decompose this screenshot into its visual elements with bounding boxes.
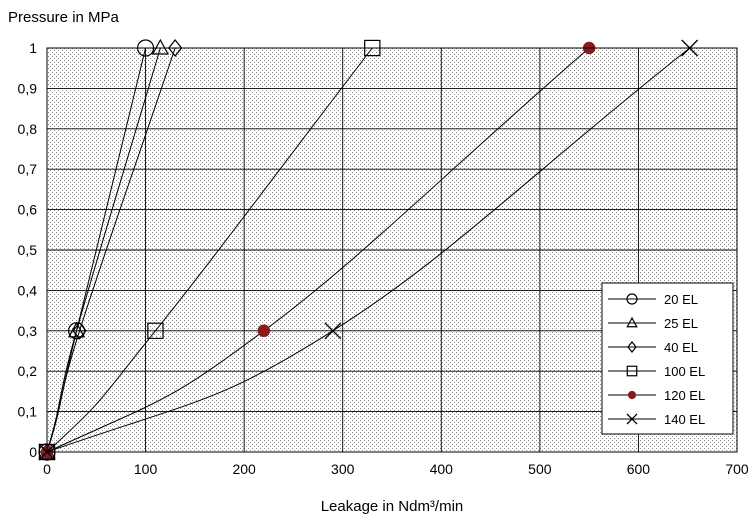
y-tick-label: 0,3 xyxy=(18,323,38,339)
legend-item: 25 EL xyxy=(608,316,698,331)
y-tick-label: 1 xyxy=(29,40,37,56)
legend-label: 40 EL xyxy=(664,340,698,355)
legend-label: 100 EL xyxy=(664,364,705,379)
y-tick-label: 0,4 xyxy=(18,282,38,298)
y-axis-title: Pressure in MPa xyxy=(8,9,120,26)
x-tick-label: 200 xyxy=(232,461,256,477)
legend-marker xyxy=(626,316,638,328)
data-point xyxy=(151,38,169,55)
series-line xyxy=(46,47,161,453)
legend-marker xyxy=(627,341,637,353)
y-tick-label: 0,5 xyxy=(18,242,38,258)
y-tick-label: 0,1 xyxy=(18,404,38,420)
legend-item: 140 EL xyxy=(608,412,705,427)
legend-marker xyxy=(626,413,638,425)
legend-item: 100 EL xyxy=(608,364,705,379)
series-line xyxy=(46,47,176,453)
legend-item: 20 EL xyxy=(608,292,698,307)
data-point xyxy=(257,324,271,338)
x-tick-label: 500 xyxy=(528,461,552,477)
x-axis-title: Leakage in Ndm³/min xyxy=(321,498,464,515)
legend-label: 120 EL xyxy=(664,388,705,403)
data-point xyxy=(167,39,183,57)
legend-items: 20 EL 25 EL 40 EL 100 EL 120 EL 140 EL xyxy=(608,292,705,427)
series-line xyxy=(46,47,590,453)
legend-marker xyxy=(626,365,638,377)
legend-label: 140 EL xyxy=(664,412,705,427)
legend-marker xyxy=(626,293,638,305)
x-tick-label: 600 xyxy=(627,461,651,477)
y-tick-label: 0,8 xyxy=(18,121,38,137)
data-point xyxy=(67,321,86,338)
y-tick-label: 0,9 xyxy=(18,80,38,96)
series-line xyxy=(46,47,690,453)
legend-item: 120 EL xyxy=(608,388,705,403)
legend-item: 40 EL xyxy=(608,340,698,355)
data-point xyxy=(147,322,164,340)
series-line xyxy=(46,47,373,453)
chart-legend: 20 EL 25 EL 40 EL 100 EL 120 EL 140 EL xyxy=(601,282,734,435)
data-point xyxy=(324,322,342,340)
y-tick-label: 0,2 xyxy=(18,363,38,379)
tick-labels: 0 100 200 300 400 500 600 700 0 0,1 0,2 0,3 0,4 0,5 0,… xyxy=(18,40,749,477)
y-tick-label: 0,6 xyxy=(18,202,38,218)
legend-box xyxy=(601,282,734,435)
x-tick-label: 300 xyxy=(331,461,355,477)
legend-label: 25 EL xyxy=(664,316,698,331)
legend-label: 20 EL xyxy=(664,292,698,307)
plot-area-border xyxy=(46,47,738,453)
x-tick-label: 100 xyxy=(134,461,158,477)
data-point xyxy=(72,321,87,340)
y-tick-label: 0 xyxy=(29,444,37,460)
y-tick-label: 0,7 xyxy=(18,161,38,177)
x-tick-label: 0 xyxy=(43,461,51,477)
x-tick-label: 400 xyxy=(430,461,454,477)
x-tick-label: 700 xyxy=(725,461,749,477)
legend-marker xyxy=(627,390,637,400)
